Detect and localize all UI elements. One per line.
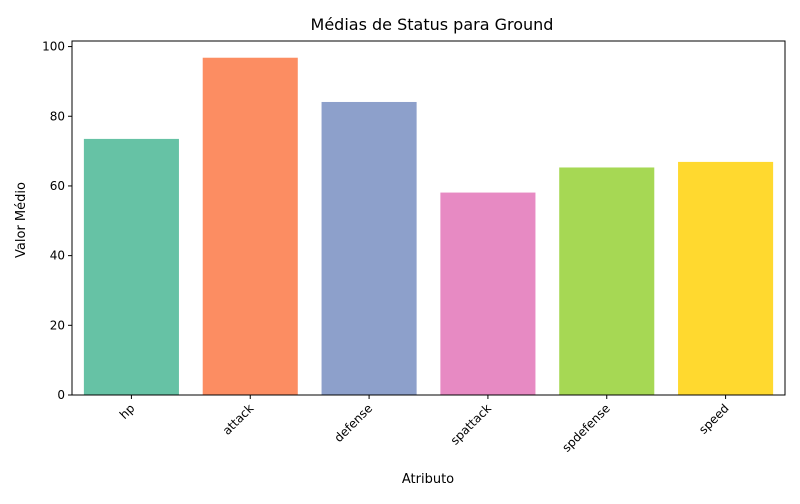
y-tick-label: 40 — [50, 249, 65, 263]
y-axis-label: Valor Médio — [14, 182, 29, 258]
bar-attack — [203, 58, 298, 395]
y-tick-label: 80 — [50, 109, 65, 123]
bar-spattack — [440, 193, 535, 395]
x-tick-label-defense: defense — [331, 401, 375, 445]
x-axis: hp attack defense spattack spdefense speed — [117, 395, 732, 455]
plot-area — [72, 41, 785, 395]
bar-speed — [678, 162, 773, 395]
y-tick-label: 100 — [42, 40, 65, 54]
y-tick-label: 60 — [50, 179, 65, 193]
x-tick-label-spdefense: spdefense — [559, 401, 613, 455]
x-tick-label-attack: attack — [220, 401, 257, 438]
x-tick-label-spattack: spattack — [448, 401, 494, 447]
bar-defense — [322, 102, 417, 395]
y-axis: 0 20 40 60 80 100 — [42, 40, 72, 402]
x-tick-label-speed: speed — [696, 401, 732, 437]
x-axis-label: Atributo — [402, 472, 454, 487]
chart-title: Médias de Status para Ground — [311, 15, 554, 34]
x-tick-label-hp: hp — [117, 401, 138, 422]
bar-spdefense — [559, 167, 654, 395]
bar-hp — [84, 139, 179, 395]
y-tick-label: 20 — [50, 318, 65, 332]
y-tick-label: 0 — [57, 388, 65, 402]
